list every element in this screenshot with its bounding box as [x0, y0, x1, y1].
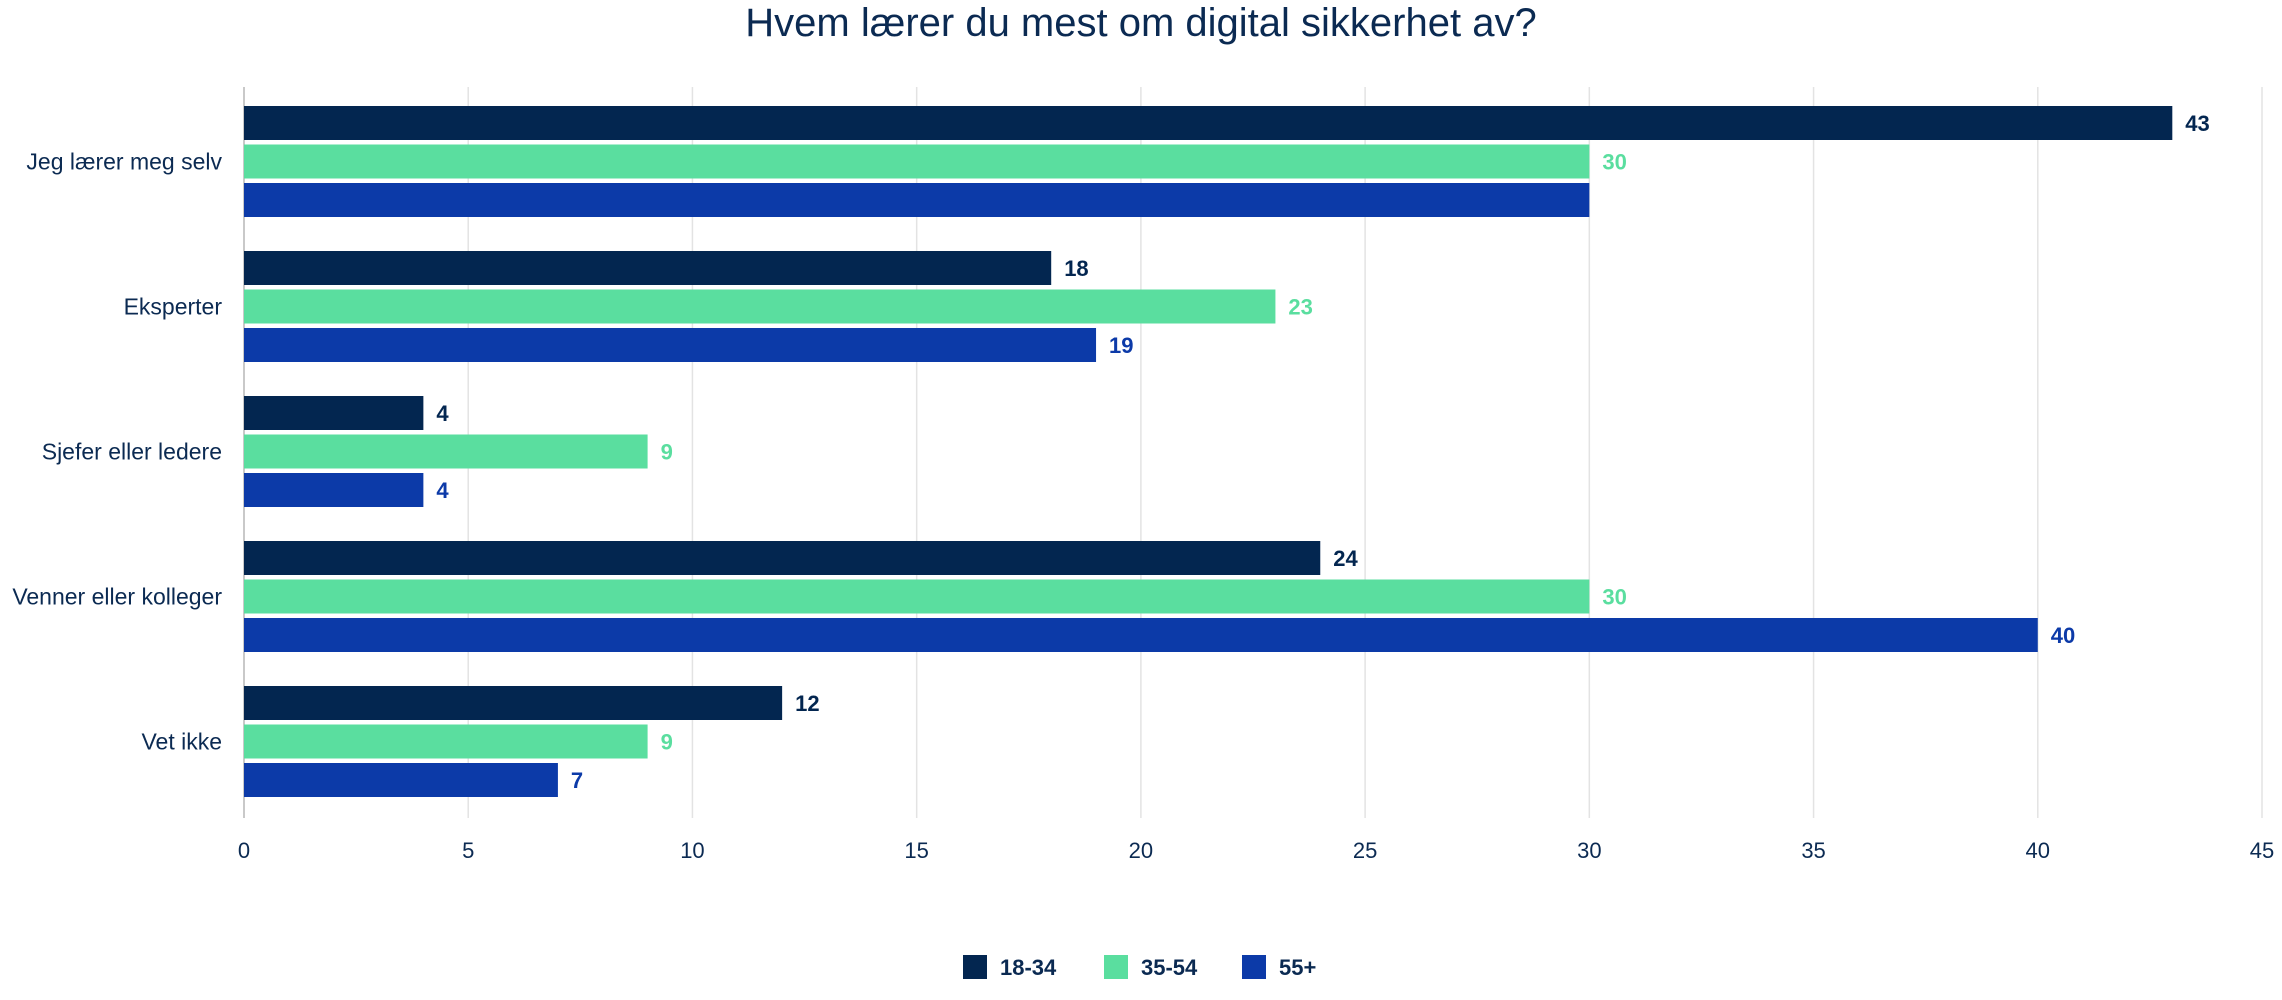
- bar-35-54: [244, 724, 648, 759]
- data-label: 12: [795, 691, 819, 716]
- data-label: 23: [1288, 295, 1312, 320]
- x-tick-label: 35: [1801, 838, 1825, 863]
- data-label: 30: [1602, 150, 1626, 175]
- bar-18-34: [244, 396, 424, 430]
- data-label: 24: [1333, 546, 1358, 571]
- data-labels: 43 30 18 23 19 4 9 4 24 30 40 12 9 7: [436, 111, 2209, 793]
- data-label: 7: [571, 768, 583, 793]
- x-tick-label: 40: [2026, 838, 2050, 863]
- legend-swatch: [963, 955, 987, 979]
- bar-18-34: [244, 541, 1321, 575]
- category-label: Sjefer eller ledere: [42, 439, 222, 465]
- legend-item-18-34: 18-34: [963, 955, 1057, 980]
- x-tick-label: 25: [1353, 838, 1377, 863]
- x-tick-label: 30: [1577, 838, 1601, 863]
- chart-title: Hvem lærer du mest om digital sikkerhet …: [745, 1, 1536, 45]
- data-label: 40: [2051, 623, 2075, 648]
- bars: [244, 106, 2173, 797]
- x-tick-label: 10: [680, 838, 704, 863]
- data-label: 4: [436, 401, 449, 426]
- legend-item-55+: 55+: [1242, 955, 1316, 980]
- x-axis-ticks: 0 5 10 15 20 25 30 35 40 45: [238, 838, 2274, 863]
- data-label: 43: [2185, 111, 2209, 136]
- bar-35-54: [244, 144, 1590, 179]
- data-label: 9: [661, 730, 673, 755]
- legend-swatch: [1242, 955, 1266, 979]
- x-tick-label: 5: [462, 838, 474, 863]
- bar-55+: [244, 183, 1590, 217]
- legend-label: 18-34: [1000, 955, 1057, 980]
- data-label: 19: [1109, 333, 1133, 358]
- bar-18-34: [244, 106, 2173, 140]
- data-label: 18: [1064, 256, 1088, 281]
- x-tick-label: 0: [238, 838, 250, 863]
- bar-35-54: [244, 434, 648, 469]
- x-tick-label: 15: [904, 838, 928, 863]
- bar-55+: [244, 473, 424, 507]
- category-labels: Jeg lærer meg selv Eksperter Sjefer eller …: [12, 149, 222, 755]
- bar-55+: [244, 763, 558, 797]
- category-label: Vet ikke: [141, 729, 222, 755]
- category-label: Eksperter: [124, 294, 223, 320]
- bar-18-34: [244, 686, 783, 720]
- category-label: Venner eller kolleger: [12, 584, 222, 610]
- data-label: 4: [436, 478, 449, 503]
- bar-35-54: [244, 579, 1590, 614]
- legend-item-35-54: 35-54: [1104, 955, 1198, 980]
- legend-label: 55+: [1279, 955, 1316, 980]
- x-tick-label: 45: [2250, 838, 2274, 863]
- bar-55+: [244, 328, 1097, 362]
- legend-label: 35-54: [1141, 955, 1198, 980]
- legend: 18-34 35-54 55+: [963, 955, 1316, 980]
- x-tick-label: 20: [1129, 838, 1153, 863]
- data-label: 9: [661, 440, 673, 465]
- bar-35-54: [244, 289, 1276, 324]
- category-label: Jeg lærer meg selv: [26, 149, 222, 175]
- bar-18-34: [244, 251, 1052, 285]
- bar-55+: [244, 618, 2038, 652]
- legend-swatch: [1104, 955, 1128, 979]
- data-label: 30: [1602, 585, 1626, 610]
